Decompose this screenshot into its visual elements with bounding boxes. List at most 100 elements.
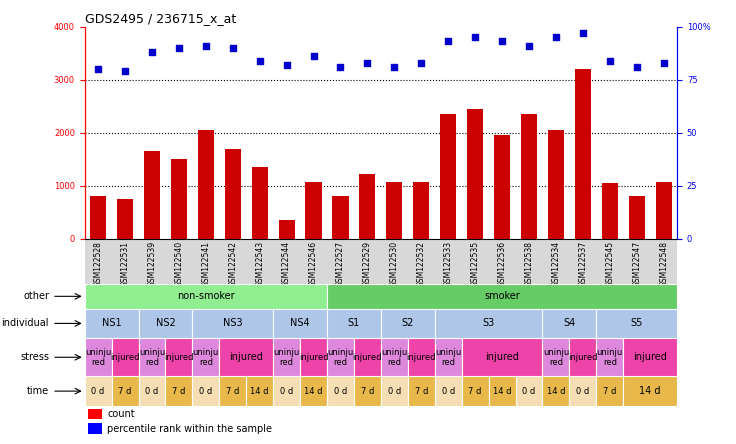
Point (335, 63, 347, 71)
Text: S1: S1 (348, 318, 360, 329)
Text: time: time (27, 386, 49, 396)
Text: GSM122540: GSM122540 (174, 241, 183, 287)
Text: uninju
red: uninju red (543, 348, 569, 367)
Text: injured: injured (110, 353, 140, 362)
Bar (359, 174, 375, 239)
Text: uninju
red: uninju red (381, 348, 408, 367)
Text: 0 d: 0 d (91, 387, 105, 396)
Bar (575, 69, 591, 239)
Text: GSM122542: GSM122542 (228, 241, 237, 287)
Text: GSM122548: GSM122548 (659, 241, 668, 287)
Text: GSM122532: GSM122532 (417, 241, 426, 287)
Bar (138, 338, 166, 377)
Text: 14 d: 14 d (250, 387, 269, 396)
Text: GSM122527: GSM122527 (336, 241, 345, 287)
Bar (542, 377, 570, 406)
Text: 0 d: 0 d (576, 387, 590, 396)
Text: GSM122534: GSM122534 (551, 241, 560, 287)
Bar (494, 135, 510, 239)
Text: GSM122541: GSM122541 (202, 241, 210, 287)
Bar (112, 338, 138, 377)
Bar (85, 309, 138, 338)
Bar (656, 182, 672, 239)
Text: GSM122546: GSM122546 (309, 241, 318, 287)
Text: individual: individual (1, 318, 49, 329)
Text: GSM122543: GSM122543 (255, 241, 264, 287)
Text: 7 d: 7 d (468, 387, 482, 396)
Point (442, 38, 454, 45)
Bar (300, 338, 327, 377)
Text: count: count (107, 409, 135, 419)
Bar (144, 151, 160, 239)
Point (200, 42, 212, 49)
Bar (435, 309, 542, 338)
Bar (273, 377, 300, 406)
Bar (85, 338, 112, 377)
Point (389, 63, 400, 71)
Point (119, 67, 131, 75)
Text: injured: injured (353, 353, 382, 362)
Point (92, 66, 104, 73)
Point (604, 57, 616, 64)
Bar (273, 338, 300, 377)
Text: GSM122537: GSM122537 (578, 241, 587, 287)
Bar (461, 338, 542, 377)
Bar (327, 309, 381, 338)
Bar (381, 377, 408, 406)
Point (280, 61, 292, 68)
Text: S2: S2 (402, 318, 414, 329)
Text: S5: S5 (631, 318, 643, 329)
Text: GDS2495 / 236715_x_at: GDS2495 / 236715_x_at (85, 12, 236, 25)
Point (470, 34, 481, 41)
Bar (273, 309, 327, 338)
Bar (219, 338, 273, 377)
Bar (542, 338, 570, 377)
Point (415, 59, 427, 66)
Text: smoker: smoker (484, 291, 520, 301)
Text: 0 d: 0 d (388, 387, 401, 396)
Bar (88, 424, 102, 434)
Text: 7 d: 7 d (414, 387, 428, 396)
Bar (570, 338, 596, 377)
Point (550, 34, 562, 41)
Text: NS4: NS4 (290, 318, 310, 329)
Text: 0 d: 0 d (145, 387, 158, 396)
Bar (327, 377, 354, 406)
Point (523, 42, 535, 49)
Text: injured: injured (568, 353, 598, 362)
Text: 0 d: 0 d (280, 387, 293, 396)
Text: GSM122529: GSM122529 (363, 241, 372, 287)
Text: stress: stress (20, 352, 49, 362)
Bar (435, 377, 461, 406)
Bar (112, 377, 138, 406)
Bar (489, 377, 515, 406)
Text: GSM122544: GSM122544 (282, 241, 291, 287)
Point (577, 29, 589, 36)
Bar (602, 183, 618, 239)
Bar (381, 309, 435, 338)
Bar (521, 114, 537, 239)
Text: 14 d: 14 d (547, 387, 565, 396)
Bar (354, 338, 381, 377)
Text: uninju
red: uninju red (85, 348, 111, 367)
Text: injured: injured (633, 352, 667, 362)
Text: uninju
red: uninju red (597, 348, 623, 367)
Point (658, 59, 670, 66)
Text: NS2: NS2 (155, 318, 175, 329)
Text: GSM122536: GSM122536 (498, 241, 506, 287)
Text: 7 d: 7 d (226, 387, 239, 396)
Point (146, 48, 158, 56)
Text: GSM122528: GSM122528 (93, 241, 102, 287)
Text: injured: injured (485, 352, 519, 362)
Bar (408, 377, 435, 406)
Text: uninju
red: uninju red (328, 348, 353, 367)
Text: S3: S3 (483, 318, 495, 329)
Text: injured: injured (164, 353, 194, 362)
Text: 14 d: 14 d (304, 387, 323, 396)
Text: GSM122547: GSM122547 (632, 241, 641, 287)
Bar (219, 377, 247, 406)
Text: 7 d: 7 d (361, 387, 374, 396)
Text: 7 d: 7 d (603, 387, 617, 396)
Bar (570, 377, 596, 406)
Text: uninju
red: uninju red (274, 348, 300, 367)
